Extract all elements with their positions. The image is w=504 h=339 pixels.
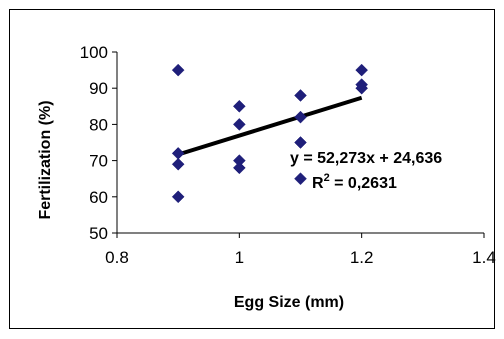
y-tick-label: 50 bbox=[89, 224, 108, 243]
x-tick-label: 0.8 bbox=[105, 248, 129, 267]
trendline bbox=[177, 95, 363, 157]
chart-border bbox=[9, 9, 495, 329]
y-tick-label: 100 bbox=[80, 43, 108, 62]
y-tick-label: 60 bbox=[89, 188, 108, 207]
data-point bbox=[171, 63, 185, 77]
data-point bbox=[171, 190, 185, 204]
tick-labels: 50 60 70 80 90 100 0.8 1 1.2 1.4 bbox=[80, 43, 496, 267]
x-tick-label: 1.4 bbox=[472, 248, 496, 267]
axes bbox=[112, 51, 485, 238]
y-tick-label: 90 bbox=[89, 79, 108, 98]
data-point bbox=[294, 110, 307, 124]
r-squared-prefix: R bbox=[312, 175, 324, 192]
data-point bbox=[294, 136, 307, 149]
data-point bbox=[232, 118, 246, 131]
data-point bbox=[355, 81, 369, 95]
r-squared-value: = 0,2631 bbox=[330, 175, 397, 192]
r-squared-label: R2 = 0,2631 bbox=[312, 172, 397, 192]
r-squared-superscript: 2 bbox=[324, 172, 330, 184]
data-point bbox=[232, 99, 246, 113]
data-point bbox=[294, 89, 307, 102]
trendline-group bbox=[177, 95, 363, 157]
y-tick-label: 80 bbox=[89, 115, 108, 134]
y-tick-label: 70 bbox=[89, 152, 108, 171]
data-point bbox=[171, 157, 185, 171]
data-point bbox=[232, 161, 246, 175]
data-points bbox=[171, 63, 369, 204]
x-tick-label: 1 bbox=[235, 248, 244, 267]
data-point bbox=[355, 63, 369, 77]
x-tick-label: 1.2 bbox=[350, 248, 374, 267]
y-axis-title: Fertilization (%) bbox=[37, 100, 54, 219]
data-point bbox=[294, 172, 307, 186]
x-axis-title: Egg Size (mm) bbox=[234, 294, 344, 311]
trendline-equation: y = 52,273x + 24,636 bbox=[290, 150, 442, 167]
